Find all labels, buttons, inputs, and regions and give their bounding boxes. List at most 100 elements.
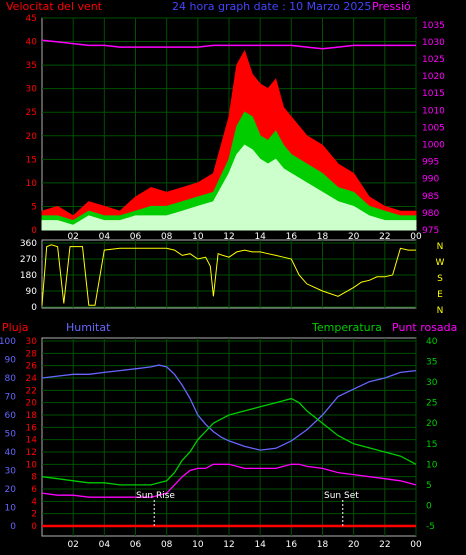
series-dewpoint	[41, 463, 417, 498]
wind-x-tick-12: 12	[223, 232, 234, 242]
wind-x-tick-00: 00	[410, 232, 422, 242]
temperature-title: Temperatura	[311, 321, 382, 334]
humidity-y-tick-20: 20	[5, 485, 17, 495]
rain-y-tick-10: 10	[26, 460, 38, 470]
wind-y-tick-20: 20	[26, 132, 38, 142]
rain-title: Pluja	[2, 321, 28, 334]
rain-y-tick-18: 18	[26, 411, 38, 421]
wind-y-tick-40: 40	[26, 38, 38, 48]
pressure-y-tick-1030: 1030	[422, 38, 445, 48]
grid-layer	[42, 17, 417, 536]
temp-y-tick-30: 30	[426, 378, 438, 388]
temp-y-tick--5: -5	[426, 522, 435, 532]
compass-label-0: N	[437, 242, 444, 252]
rain-y-tick-12: 12	[26, 448, 37, 458]
wind-x-tick-18: 18	[317, 232, 329, 242]
climate-x-tick-10: 10	[192, 540, 204, 550]
pressure-y-tick-980: 980	[422, 209, 439, 219]
wind-y-tick-10: 10	[26, 179, 38, 189]
humidity-y-tick-90: 90	[5, 356, 17, 366]
dir-y-tick-90: 90	[26, 287, 38, 297]
compass-label-4: N	[437, 306, 444, 316]
humidity-y-tick-70: 70	[5, 393, 17, 403]
humidity-y-tick-100: 100	[0, 337, 16, 347]
pressure-y-tick-985: 985	[422, 192, 439, 202]
pressure-y-tick-1005: 1005	[422, 123, 445, 133]
rain-y-tick-8: 8	[31, 473, 37, 483]
climate-x-tick-04: 04	[99, 540, 111, 550]
chart-title: 24 hora graph date : 10 Marzo 2025	[172, 0, 371, 13]
rain-y-tick-24: 24	[26, 374, 38, 384]
dir-y-tick-180: 180	[20, 271, 37, 281]
rain-y-tick-16: 16	[26, 423, 38, 433]
climate-x-tick-22: 22	[379, 540, 390, 550]
climate-x-tick-18: 18	[317, 540, 329, 550]
wind-x-tick-02: 02	[67, 232, 78, 242]
wind-y-tick-45: 45	[26, 14, 37, 24]
wind-y-tick-5: 5	[31, 202, 37, 212]
dir-y-tick-270: 270	[20, 255, 37, 265]
dewpoint-title: Punt rosada	[392, 321, 457, 334]
rain-y-tick-28: 28	[26, 349, 38, 359]
compass-label-2: S	[437, 274, 443, 284]
axis-layer: 0510152025303540459759809859909951000100…	[0, 14, 445, 550]
pressure-y-tick-975: 975	[422, 226, 439, 236]
temp-y-tick-5: 5	[426, 481, 432, 491]
climate-x-tick-00: 00	[410, 540, 422, 550]
climate-x-tick-06: 06	[130, 540, 142, 550]
sun-set-label: Sun Set	[324, 491, 359, 501]
dir-y-tick-0: 0	[31, 303, 37, 313]
humidity-y-tick-40: 40	[5, 448, 17, 458]
wind-x-tick-16: 16	[286, 232, 298, 242]
climate-x-tick-02: 02	[67, 540, 78, 550]
temp-y-tick-40: 40	[426, 337, 438, 347]
wind-y-tick-0: 0	[31, 226, 37, 236]
rain-y-tick-30: 30	[26, 337, 38, 347]
pressure-y-tick-995: 995	[422, 158, 439, 168]
wind-x-tick-20: 20	[348, 232, 360, 242]
humidity-title: Humitat	[66, 321, 111, 334]
humidity-y-tick-80: 80	[5, 374, 17, 384]
pressure-y-tick-990: 990	[422, 175, 439, 185]
climate-x-tick-08: 08	[161, 540, 173, 550]
compass-label-1: W	[436, 258, 445, 268]
climate-x-tick-12: 12	[223, 540, 234, 550]
temp-y-tick-15: 15	[426, 440, 437, 450]
pressure-y-tick-1010: 1010	[422, 106, 445, 116]
temp-y-tick-35: 35	[426, 358, 437, 368]
series-temperature	[41, 397, 417, 486]
series-pressure	[41, 39, 416, 50]
humidity-y-tick-60: 60	[5, 411, 17, 421]
series-layer	[41, 39, 417, 528]
wind-x-tick-14: 14	[254, 232, 266, 242]
temp-y-tick-0: 0	[426, 501, 432, 511]
climate-x-tick-16: 16	[286, 540, 298, 550]
wind-y-tick-30: 30	[26, 85, 38, 95]
rain-y-tick-2: 2	[31, 510, 37, 520]
rain-y-tick-4: 4	[31, 497, 37, 507]
wind-x-tick-22: 22	[379, 232, 390, 242]
wind-x-tick-10: 10	[192, 232, 204, 242]
series-direction	[41, 244, 416, 306]
wind-speed-title: Velocitat del vent	[6, 0, 103, 13]
sun-rise-label: Sun Rise	[136, 491, 175, 501]
rain-y-tick-14: 14	[26, 436, 38, 446]
pressure-y-tick-1000: 1000	[422, 141, 445, 151]
humidity-y-tick-10: 10	[5, 504, 17, 514]
series-wind-light	[41, 144, 417, 231]
rain-y-tick-20: 20	[26, 399, 38, 409]
temp-y-tick-25: 25	[426, 399, 437, 409]
series-humidity	[41, 364, 417, 451]
rain-y-tick-22: 22	[26, 386, 37, 396]
wind-y-tick-25: 25	[26, 108, 37, 118]
rain-y-tick-0: 0	[31, 522, 37, 532]
climate-x-tick-14: 14	[254, 540, 266, 550]
humidity-y-tick-50: 50	[5, 430, 17, 440]
dir-y-tick-360: 360	[20, 239, 37, 249]
pressure-y-tick-1035: 1035	[422, 21, 445, 31]
temp-y-tick-20: 20	[426, 419, 438, 429]
pressure-y-tick-1025: 1025	[422, 55, 445, 65]
wind-x-tick-04: 04	[99, 232, 111, 242]
pressure-y-tick-1015: 1015	[422, 89, 445, 99]
